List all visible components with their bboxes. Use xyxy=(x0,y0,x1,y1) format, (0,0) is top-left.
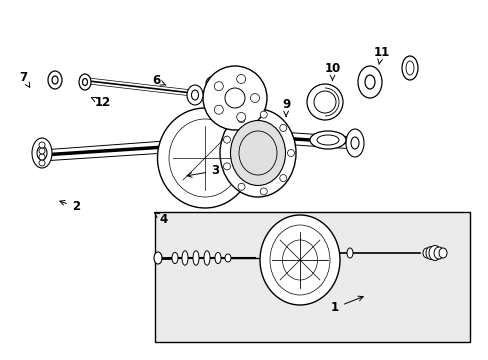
Ellipse shape xyxy=(205,76,224,90)
Text: 7: 7 xyxy=(20,71,30,87)
Ellipse shape xyxy=(346,248,352,258)
Circle shape xyxy=(236,113,245,122)
Ellipse shape xyxy=(215,252,221,264)
Circle shape xyxy=(214,82,223,91)
Ellipse shape xyxy=(287,149,294,157)
Ellipse shape xyxy=(350,137,358,149)
Ellipse shape xyxy=(223,163,230,170)
Ellipse shape xyxy=(48,71,62,89)
Text: 8: 8 xyxy=(284,154,292,170)
Ellipse shape xyxy=(428,246,440,261)
Ellipse shape xyxy=(191,90,198,100)
Text: 1: 1 xyxy=(330,296,363,314)
Text: 10: 10 xyxy=(324,62,340,81)
Ellipse shape xyxy=(260,111,266,118)
Ellipse shape xyxy=(433,247,443,259)
Ellipse shape xyxy=(157,108,252,208)
Polygon shape xyxy=(155,212,469,342)
Text: 11: 11 xyxy=(372,46,389,64)
Ellipse shape xyxy=(422,248,430,258)
Ellipse shape xyxy=(425,247,435,260)
Text: 9: 9 xyxy=(282,98,289,117)
Ellipse shape xyxy=(313,91,335,113)
Ellipse shape xyxy=(405,61,413,75)
Ellipse shape xyxy=(223,136,230,143)
Ellipse shape xyxy=(203,251,209,265)
Ellipse shape xyxy=(438,248,446,258)
Ellipse shape xyxy=(39,148,45,154)
Ellipse shape xyxy=(401,56,417,80)
Ellipse shape xyxy=(306,84,342,120)
Ellipse shape xyxy=(186,85,203,105)
Ellipse shape xyxy=(238,183,244,190)
Text: 4: 4 xyxy=(154,213,167,226)
Text: 5: 5 xyxy=(206,80,226,93)
Ellipse shape xyxy=(309,131,346,149)
Ellipse shape xyxy=(32,138,52,168)
Ellipse shape xyxy=(238,116,244,123)
Ellipse shape xyxy=(182,251,187,265)
Ellipse shape xyxy=(260,215,339,305)
Ellipse shape xyxy=(79,74,91,90)
Ellipse shape xyxy=(37,146,47,160)
Circle shape xyxy=(203,66,266,130)
Ellipse shape xyxy=(52,76,58,84)
Ellipse shape xyxy=(357,66,381,98)
Ellipse shape xyxy=(230,121,285,185)
Ellipse shape xyxy=(39,142,45,148)
Ellipse shape xyxy=(39,154,45,160)
Ellipse shape xyxy=(279,175,286,181)
Ellipse shape xyxy=(224,254,230,262)
Text: 12: 12 xyxy=(91,96,111,109)
Ellipse shape xyxy=(279,125,286,131)
Circle shape xyxy=(250,94,259,103)
Ellipse shape xyxy=(193,251,199,265)
Ellipse shape xyxy=(220,109,295,197)
Text: 6: 6 xyxy=(152,75,165,87)
Ellipse shape xyxy=(260,188,266,195)
Ellipse shape xyxy=(82,78,87,85)
Circle shape xyxy=(224,88,244,108)
Ellipse shape xyxy=(316,135,338,145)
Ellipse shape xyxy=(364,75,374,89)
Ellipse shape xyxy=(39,160,45,166)
Circle shape xyxy=(214,105,223,114)
Ellipse shape xyxy=(154,252,162,264)
Text: 3: 3 xyxy=(187,165,219,177)
Ellipse shape xyxy=(346,129,363,157)
Text: 2: 2 xyxy=(60,201,80,213)
Ellipse shape xyxy=(172,252,178,264)
Circle shape xyxy=(236,75,245,84)
